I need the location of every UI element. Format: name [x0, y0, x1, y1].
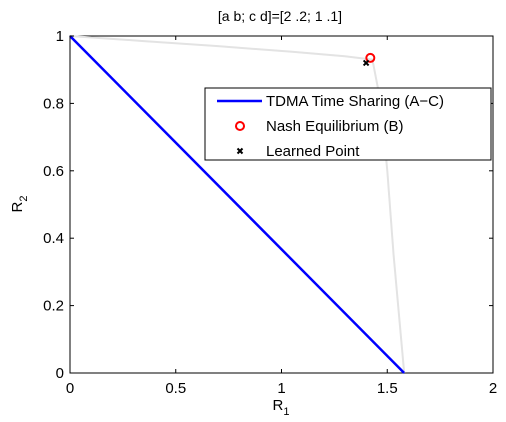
x-axis-label: R1 [273, 397, 290, 418]
chart-title: [a b; c d]=[2 .2; 1 .1] [218, 8, 342, 24]
series-layer [69, 35, 406, 374]
y-tick-label: 0.4 [43, 230, 64, 247]
legend-label-tdma: TDMA Time Sharing (A−C) [266, 93, 444, 110]
y-axis-label: R2 [9, 196, 30, 213]
y-tick-layer: 0 0.2 0.4 0.6 0.8 1 [43, 28, 493, 382]
legend: TDMA Time Sharing (A−C) Nash Equilibrium… [204, 87, 492, 161]
nash-equilibrium-point [365, 52, 376, 63]
x-tick-label: 1.5 [377, 380, 398, 397]
legend-label-nash: Nash Equilibrium (B) [266, 118, 404, 135]
y-tick-label: 0.2 [43, 298, 64, 315]
y-tick-label: 1 [56, 28, 64, 45]
x-tick-label: 0 [66, 380, 74, 397]
legend-label-learned: Learned Point [266, 143, 360, 160]
tdma-time-sharing-line [69, 35, 406, 374]
rate-region-boundary-line [69, 35, 406, 374]
legend-marker-learned [236, 147, 244, 155]
x-axis-label-sub: 1 [283, 406, 289, 418]
x-tick-label: 1 [277, 380, 285, 397]
y-tick-label: 0.6 [43, 163, 64, 180]
y-axis-label-main: R [9, 201, 26, 212]
x-tick-layer: 0 0.5 1 1.5 2 [66, 36, 497, 397]
plot-area: 0 0.5 1 1.5 2 0 0.2 0.4 0.6 0.8 1 [43, 28, 497, 397]
y-axis-label-sub: 2 [18, 196, 30, 202]
y-tick-label: 0 [56, 365, 64, 382]
axes-box [69, 35, 494, 374]
legend-marker-nash [235, 121, 245, 131]
x-tick-label: 2 [489, 380, 497, 397]
learned-point-marker [362, 59, 370, 67]
x-tick-label: 0.5 [165, 380, 186, 397]
x-axis-label-main: R [273, 397, 284, 414]
y-tick-label: 0.8 [43, 95, 64, 112]
